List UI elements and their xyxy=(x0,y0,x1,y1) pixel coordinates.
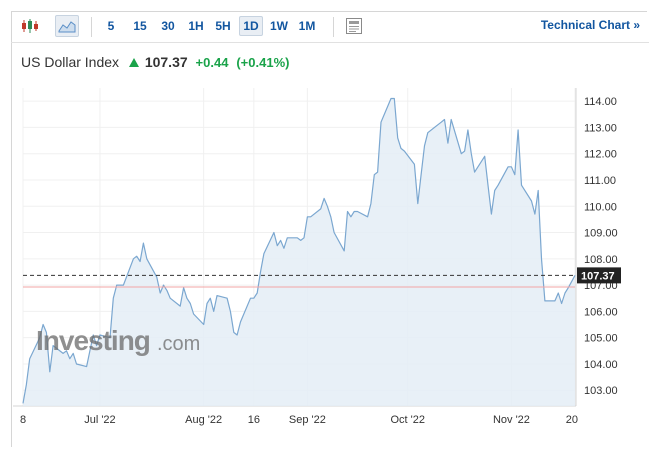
y-tick-label: 111.00 xyxy=(584,175,616,187)
current-price-tag-label: 107.37 xyxy=(581,270,615,282)
x-tick-label: Oct '22 xyxy=(390,414,425,426)
last-price: 107.37 xyxy=(144,54,188,70)
quote-header: US Dollar Index 107.37 +0.44 (+0.41%) xyxy=(21,54,289,70)
current-price-tag: 107.37 xyxy=(577,267,621,284)
interval-1d-button[interactable]: 1D xyxy=(239,16,263,36)
x-tick-label: Nov '22 xyxy=(493,414,530,426)
y-tick-label: 112.00 xyxy=(584,149,617,161)
instrument-name: US Dollar Index xyxy=(21,54,120,70)
watermark-brand: Investing xyxy=(36,325,150,356)
y-tick-label: 113.00 xyxy=(584,122,617,134)
y-tick-label: 114.00 xyxy=(584,96,617,108)
price-change-percent: (+0.41%) xyxy=(236,55,290,70)
y-tick-label: 106.00 xyxy=(584,306,618,318)
price-change: +0.44 xyxy=(195,55,229,70)
area-chart-icon[interactable] xyxy=(55,15,79,37)
x-tick-label: Sep '22 xyxy=(289,414,326,426)
widget-frame xyxy=(11,11,647,447)
toolbar-divider xyxy=(333,17,334,37)
interval-5-button[interactable]: 5 xyxy=(107,19,115,33)
interval-1h-button[interactable]: 1H xyxy=(188,19,204,33)
investing-watermark: Investing .com xyxy=(36,325,200,356)
y-tick-label: 104.00 xyxy=(584,359,618,371)
chart-toolbar: 5 15 30 1H 5H 1D 1W 1M Technical Chart » xyxy=(11,11,649,43)
interval-15-button[interactable]: 15 xyxy=(133,19,147,33)
price-area-fill xyxy=(23,98,575,406)
x-tick-label: 16 xyxy=(248,414,260,426)
toolbar-divider xyxy=(91,17,92,37)
technical-chart-link[interactable]: Technical Chart » xyxy=(540,18,640,32)
candlestick-icon[interactable] xyxy=(19,15,41,37)
x-tick-label: Aug '22 xyxy=(185,414,222,426)
interval-1w-button[interactable]: 1W xyxy=(270,19,288,33)
x-tick-label: 8 xyxy=(20,414,26,426)
interval-30-button[interactable]: 30 xyxy=(161,19,175,33)
watermark-suffix: .com xyxy=(157,333,200,355)
x-tick-label: Jul '22 xyxy=(84,414,115,426)
y-tick-label: 108.00 xyxy=(584,254,618,266)
news-icon[interactable] xyxy=(343,15,365,37)
y-tick-label: 105.00 xyxy=(584,333,618,345)
interval-5h-button[interactable]: 5H xyxy=(215,19,231,33)
x-tick-label: 20 xyxy=(566,414,578,426)
y-tick-label: 109.00 xyxy=(584,228,618,240)
price-series-line xyxy=(22,97,576,404)
y-tick-label: 110.00 xyxy=(584,201,617,213)
up-arrow-icon xyxy=(128,58,139,67)
y-tick-label: 103.00 xyxy=(584,385,618,397)
interval-1m-button[interactable]: 1M xyxy=(298,19,316,33)
